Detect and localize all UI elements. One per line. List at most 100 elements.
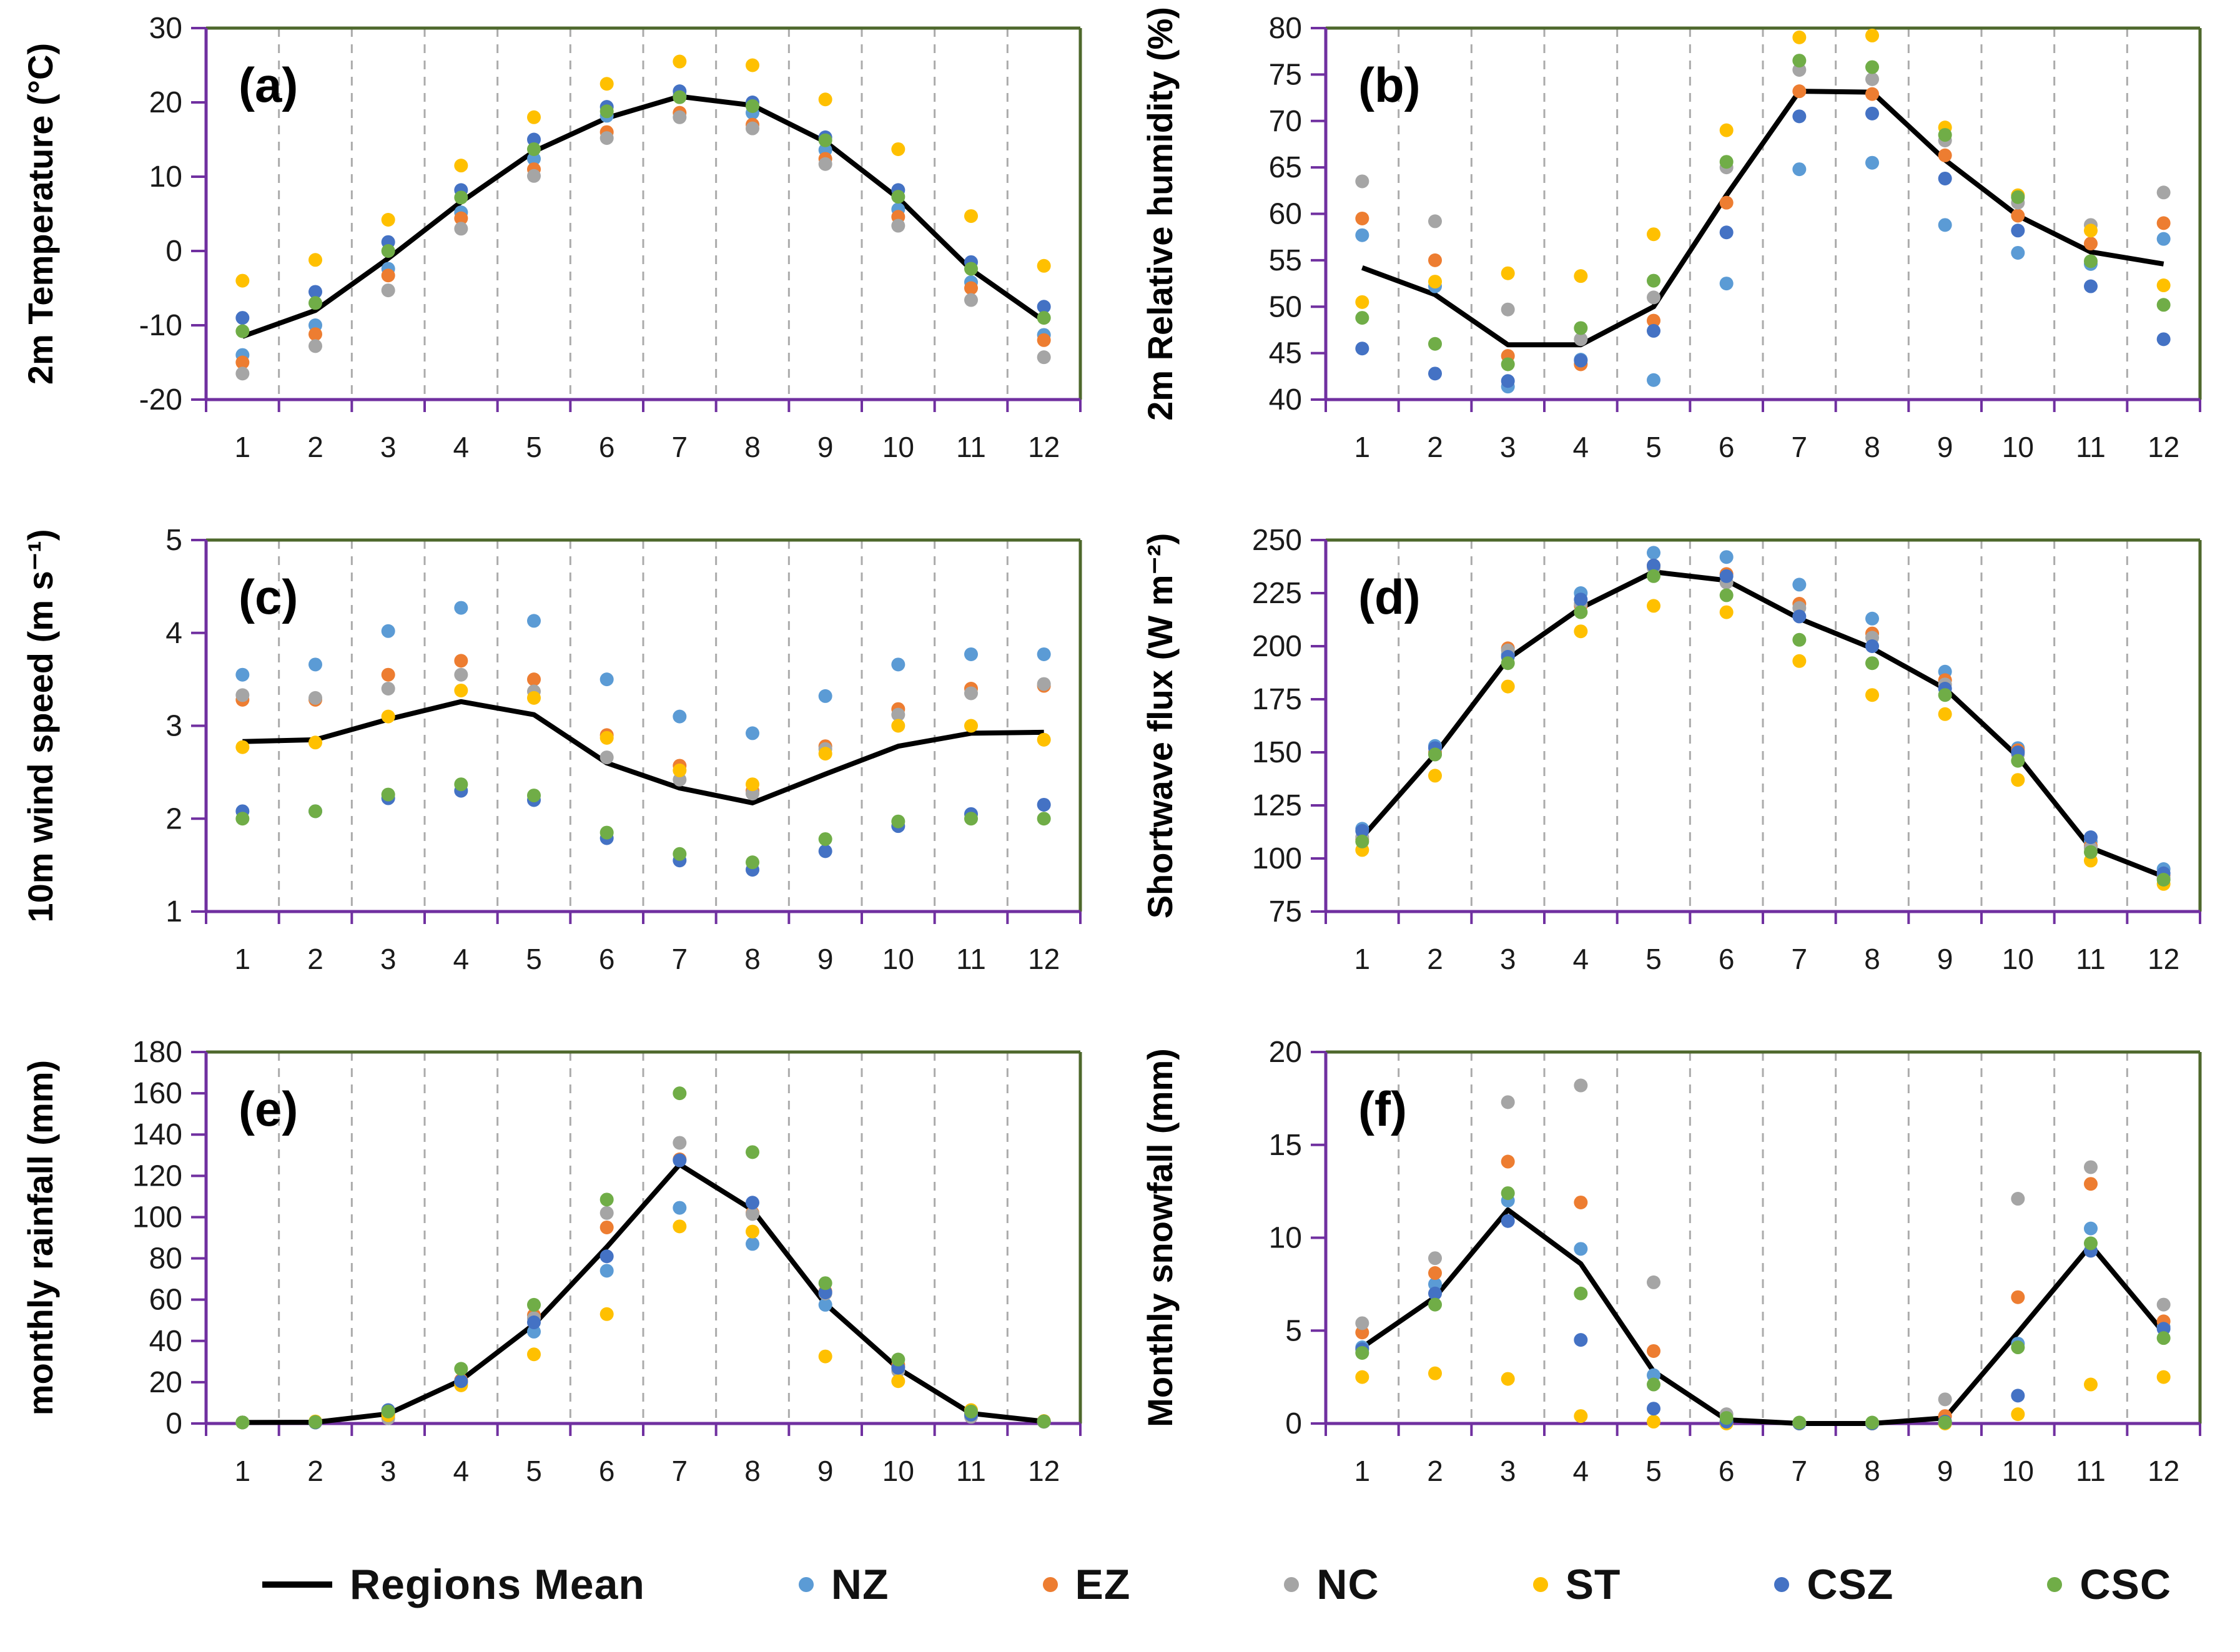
data-point (599, 1249, 614, 1264)
data-point (235, 1415, 250, 1430)
y-tick-label: 4 (165, 617, 182, 650)
data-point (2156, 185, 2171, 200)
data-point (1865, 106, 1879, 120)
data-point (818, 689, 832, 703)
data-point (1647, 313, 1660, 328)
x-tick-label: 2 (307, 431, 323, 463)
data-point (1501, 302, 1515, 317)
data-point (308, 735, 322, 750)
x-tick-label: 1 (1354, 943, 1371, 975)
data-point (454, 683, 468, 697)
data-point (746, 726, 759, 740)
data-point (1865, 28, 1879, 42)
data-point (381, 283, 395, 298)
legend-item-ez: EZ (1042, 1560, 1131, 1609)
legend-label: CSC (2080, 1561, 2171, 1608)
x-tick-label: 11 (956, 943, 986, 975)
data-point (527, 614, 541, 628)
data-point (2011, 224, 2025, 238)
data-point (599, 77, 614, 91)
legend-label: CSZ (1807, 1561, 1894, 1608)
data-point (1647, 290, 1660, 305)
series-CSC (1355, 569, 2171, 887)
series-CSZ (1355, 106, 2171, 388)
y-tick-label: 15 (1269, 1129, 1302, 1162)
data-point (1865, 155, 1879, 170)
data-point (964, 1404, 978, 1418)
data-point (2156, 1297, 2171, 1312)
series-ST (235, 683, 1051, 792)
data-point (381, 787, 395, 802)
data-point (891, 142, 905, 156)
data-point (891, 219, 905, 233)
x-tick-label: 8 (1864, 943, 1880, 975)
legend-item-nc: NC (1284, 1560, 1379, 1609)
data-point (1865, 1415, 1879, 1430)
panel-d: 75 100 125 150 175 200 225 250 1 2 3 4 5 6 7 8 9 10 11 12 (d… (1120, 512, 2240, 1024)
x-tick-label: 8 (1864, 1455, 1880, 1487)
ez-dot-icon (1042, 1577, 1058, 1592)
series-ST (235, 54, 1051, 288)
data-point (818, 1297, 832, 1312)
data-point (1792, 1415, 1807, 1430)
y-tick-label: 160 (132, 1077, 182, 1110)
data-point (1792, 54, 1807, 68)
legend-label: NZ (831, 1561, 889, 1608)
data-point (1037, 350, 1051, 365)
y-axis-title: 10m wind speed (m s⁻¹) (21, 529, 60, 922)
data-point (1574, 624, 1588, 639)
data-point (1865, 639, 1879, 653)
x-tick-label: 4 (1573, 431, 1589, 463)
data-point (527, 169, 541, 183)
panel-title: (c) (239, 569, 298, 624)
data-point (1037, 647, 1051, 661)
legend-item-regions-mean: Regions Mean (262, 1560, 645, 1609)
data-point (1647, 227, 1660, 242)
legend-label: ST (1565, 1561, 1621, 1608)
x-tick-label: 7 (672, 943, 688, 975)
y-tick-label: 180 (132, 1036, 182, 1069)
data-point (746, 855, 759, 870)
x-tick-label: 9 (1937, 1455, 1953, 1487)
regions-mean-line (242, 699, 1044, 805)
data-point (818, 844, 832, 858)
data-point (2084, 254, 2098, 268)
data-point (1501, 357, 1515, 371)
data-point (235, 366, 250, 381)
data-point (1428, 769, 1442, 783)
x-tick-label: 2 (1427, 1455, 1443, 1487)
data-point (746, 1207, 759, 1221)
csc-dot-icon (2047, 1577, 2063, 1592)
x-tick-label: 5 (1645, 943, 1662, 975)
data-point (2011, 1407, 2025, 1422)
data-point (454, 1362, 468, 1376)
data-point (1719, 155, 1734, 169)
data-point (1574, 1242, 1588, 1256)
data-point (1501, 1214, 1515, 1228)
data-point (1574, 1409, 1588, 1423)
data-point (2084, 845, 2098, 859)
x-tick-label: 8 (744, 943, 761, 975)
x-tick-label: 12 (2148, 431, 2179, 463)
x-tick-label: 1 (235, 431, 251, 463)
data-point (2011, 754, 2025, 768)
x-tick-label: 3 (380, 431, 397, 463)
y-axis-title: 2m Relative humidity (%) (1140, 7, 1180, 421)
y-tick-label: 0 (1285, 1407, 1302, 1440)
data-point (235, 740, 250, 754)
data-point (308, 1415, 322, 1429)
data-point (1938, 218, 1952, 232)
data-point (891, 190, 905, 204)
data-point (964, 647, 978, 661)
data-point (1719, 588, 1734, 602)
y-tick-label: 125 (1252, 789, 1302, 822)
x-tick-label: 10 (882, 431, 914, 463)
data-point (1719, 277, 1734, 291)
series-NC (1355, 62, 2171, 347)
x-tick-label: 2 (1427, 943, 1443, 975)
x-tick-label: 3 (1500, 431, 1516, 463)
y-axis-title: Shortwave flux (W m⁻²) (1140, 533, 1180, 919)
y-tick-label: 100 (132, 1201, 182, 1234)
data-point (673, 1086, 687, 1101)
